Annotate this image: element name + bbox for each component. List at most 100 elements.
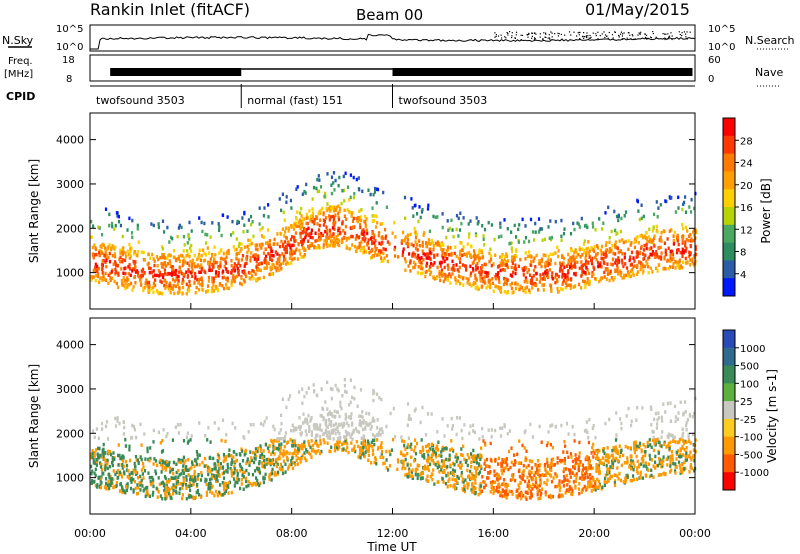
echo-cell xyxy=(217,270,220,275)
echo-cell xyxy=(609,269,612,274)
echo-cell xyxy=(545,273,548,278)
echo-cell xyxy=(253,257,256,261)
echo-cell xyxy=(152,290,155,294)
echo-cell xyxy=(231,421,234,426)
echo-cell xyxy=(414,445,417,449)
echo-cell xyxy=(379,427,382,432)
echo-cell xyxy=(166,432,169,436)
echo-cell xyxy=(310,231,313,236)
echo-cell xyxy=(328,218,331,222)
echo-cell xyxy=(330,431,333,435)
echo-cell xyxy=(655,250,658,254)
echo-cell xyxy=(160,470,163,474)
echo-cell xyxy=(645,259,648,264)
echo-cell xyxy=(210,268,214,272)
echo-cell xyxy=(376,253,379,257)
echo-cell xyxy=(400,435,403,439)
echo-cell xyxy=(526,482,529,486)
nsky-dot xyxy=(601,33,603,35)
echo-cell xyxy=(651,229,654,233)
echo-cell xyxy=(650,423,653,427)
echo-cell xyxy=(101,251,104,256)
echo-cell xyxy=(217,274,220,278)
echo-cell xyxy=(312,211,315,215)
echo-cell xyxy=(175,485,178,489)
echo-cell xyxy=(287,226,290,230)
echo-cell xyxy=(478,250,481,254)
echo-cell xyxy=(365,217,368,221)
echo-cell xyxy=(201,229,204,234)
echo-cell xyxy=(484,281,487,285)
echo-cell xyxy=(273,242,276,246)
echo-cell xyxy=(596,244,599,248)
echo-cell xyxy=(644,453,647,458)
echo-cell xyxy=(123,489,126,493)
echo-cell xyxy=(376,187,380,192)
echo-cell xyxy=(319,211,322,215)
echo-cell xyxy=(265,261,268,265)
nsky-dot xyxy=(634,38,636,40)
echo-cell xyxy=(363,239,366,243)
echo-cell xyxy=(164,272,167,276)
echo-cell xyxy=(215,477,218,481)
echo-cell xyxy=(198,277,201,282)
echo-cell xyxy=(122,276,125,280)
echo-cell xyxy=(330,183,333,187)
echo-cell xyxy=(175,257,178,261)
echo-cell xyxy=(682,441,686,446)
echo-cell xyxy=(296,224,299,228)
echo-cell xyxy=(211,279,214,284)
echo-cell xyxy=(514,286,518,291)
echo-cell xyxy=(205,290,208,294)
echo-cell xyxy=(94,266,97,270)
echo-cell xyxy=(630,459,633,463)
echo-cell xyxy=(662,229,665,233)
echo-cell xyxy=(428,268,431,272)
nsky-dot xyxy=(495,34,497,36)
echo-cell xyxy=(345,415,348,419)
echo-cell xyxy=(433,277,436,281)
echo-cell xyxy=(332,240,335,245)
echo-cell xyxy=(425,261,429,266)
echo-cell xyxy=(551,271,554,275)
echo-cell xyxy=(265,462,268,466)
echo-cell xyxy=(299,457,302,461)
echo-cell xyxy=(503,494,506,498)
echo-cell xyxy=(276,242,279,246)
echo-cell xyxy=(314,441,317,445)
echo-cell xyxy=(90,471,93,476)
echo-cell xyxy=(693,228,696,232)
echo-cell xyxy=(473,466,476,470)
echo-cell xyxy=(611,243,614,248)
echo-cell xyxy=(374,251,377,255)
echo-cell xyxy=(692,262,695,266)
echo-cell xyxy=(98,446,101,451)
echo-cell xyxy=(636,471,639,475)
echo-cell xyxy=(229,466,232,471)
echo-cell xyxy=(578,282,581,287)
echo-cell xyxy=(627,274,630,279)
echo-cell xyxy=(603,275,606,279)
echo-cell xyxy=(693,238,696,243)
echo-cell xyxy=(175,481,178,485)
echo-cell xyxy=(648,255,651,260)
echo-cell xyxy=(298,248,301,253)
echo-cell xyxy=(193,469,196,474)
echo-cell xyxy=(503,268,507,272)
echo-cell xyxy=(613,276,616,280)
echo-cell xyxy=(209,481,212,486)
echo-cell xyxy=(514,478,517,483)
echo-cell xyxy=(476,455,479,460)
echo-cell xyxy=(148,494,151,498)
echo-cell xyxy=(333,428,336,432)
echo-cell xyxy=(511,255,514,259)
echo-cell xyxy=(608,455,611,459)
echo-cell xyxy=(378,252,381,257)
nsky-dot xyxy=(585,35,587,37)
echo-cell xyxy=(188,279,191,284)
nsky-dot xyxy=(633,38,635,40)
echo-cell xyxy=(114,424,118,428)
nsky-dot xyxy=(531,32,533,34)
echo-cell xyxy=(114,254,117,259)
echo-cell xyxy=(517,227,520,232)
